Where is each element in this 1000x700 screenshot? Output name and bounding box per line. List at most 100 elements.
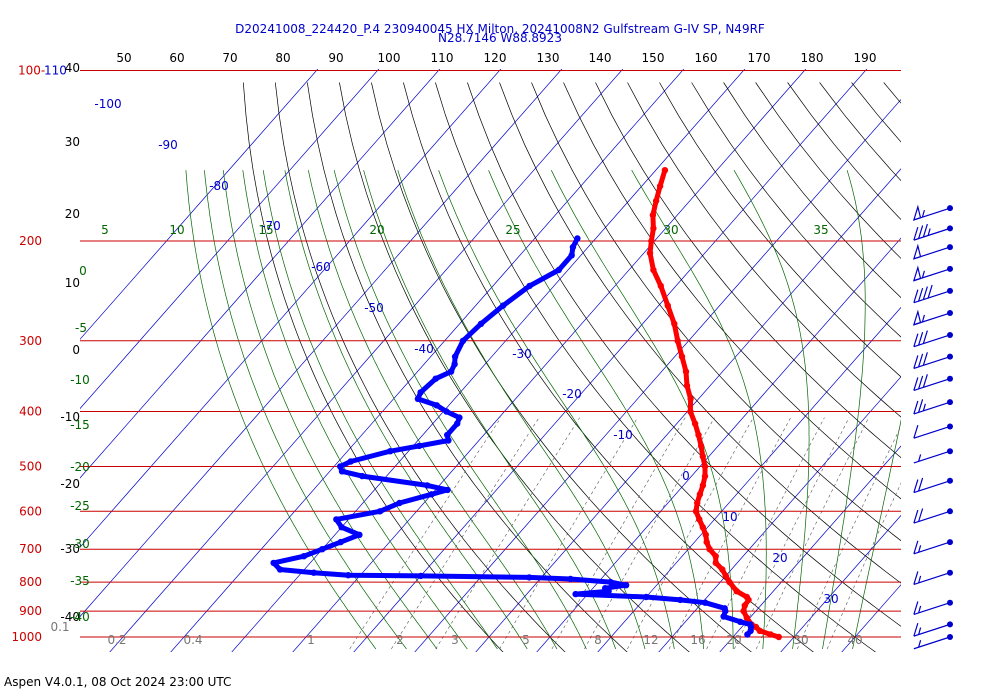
wind-barb-full: [918, 375, 924, 390]
wind-barb-staff: [913, 378, 951, 392]
temperature-profile-point: [696, 516, 703, 523]
dewpoint-profile-point: [333, 516, 340, 523]
moist-adiabat-line: [822, 170, 866, 650]
temperature-profile: [647, 167, 782, 640]
wind-barb-full: [918, 477, 924, 492]
wind-barb-staff: [913, 401, 951, 415]
dry-adiabat-line: [467, 82, 901, 627]
wind-barb: [912, 309, 951, 326]
dry-adiabat-line: [306, 82, 628, 652]
isotherm-label: -20: [562, 387, 582, 401]
wind-barb-staff: [913, 541, 951, 555]
wind-barb-full: [913, 571, 919, 585]
dewpoint-profile-point: [459, 337, 467, 344]
mixing-ratio-label: 20: [726, 633, 741, 647]
wind-barb-pennant: [912, 243, 922, 260]
temperature-profile-point: [674, 337, 681, 344]
moist-adiabat-label: 10: [169, 223, 184, 237]
dewpoint-profile-point: [569, 243, 577, 251]
wind-barb-full: [918, 287, 924, 302]
isotherm-line: [109, 69, 624, 652]
dewpoint-profile-point: [737, 618, 744, 625]
wind-barb-full: [918, 508, 924, 522]
wind-barb-staff: [913, 450, 951, 464]
isotherm-line: [80, 69, 502, 548]
wind-barb-full: [918, 225, 924, 239]
dewpoint-profile-point: [416, 442, 423, 450]
wind-barb-half: [918, 575, 922, 584]
dry-adiabat-line: [435, 82, 877, 652]
temperature-profile-point: [650, 266, 657, 274]
wind-barb: [912, 243, 951, 260]
wind-barb-staff: [913, 334, 951, 348]
wind-barb-pennant: [912, 309, 922, 326]
temperature-profile-point: [699, 482, 707, 489]
wind-barb-half: [918, 605, 922, 614]
dewpoint-profile-point: [445, 437, 452, 444]
dewpoint-profile-point: [555, 266, 562, 274]
wind-barb-half: [921, 270, 925, 279]
isotherm-line: [841, 584, 901, 652]
temperature-profile-point: [697, 442, 705, 450]
pressure-label: 500: [19, 459, 42, 473]
temperature-profile-point: [652, 197, 660, 205]
temperature-profile-point: [661, 167, 669, 174]
moist-adiabat-label: -30: [70, 537, 90, 551]
wind-barb-pennant: [912, 265, 922, 282]
wind-barb-full: [913, 622, 919, 637]
top-tick-label: 60: [169, 51, 184, 65]
temperature-profile-point: [678, 353, 686, 360]
wind-barb-staff: [913, 425, 951, 439]
isotherm-label: -100: [94, 97, 121, 111]
temperature-profile-point: [664, 302, 671, 309]
isotherm-line: [960, 58, 1000, 656]
temperature-profile-point: [775, 633, 782, 641]
temperature-profile-point: [694, 499, 701, 507]
wind-barb: [913, 374, 951, 392]
dewpoint-profile-point: [526, 574, 533, 581]
dewpoint-profile-point: [643, 593, 650, 601]
moist-adiabat-label: 20: [369, 223, 384, 237]
isotherm-line: [780, 514, 901, 652]
isotherm-label: 0: [682, 469, 690, 483]
wind-barb-full: [913, 355, 919, 369]
temperature-profile-point: [682, 368, 690, 375]
top-tick-label: 110: [431, 51, 454, 65]
moist-adiabat-label: -20: [70, 460, 90, 474]
dewpoint-profile-point: [720, 613, 727, 620]
mixing-ratio-line: [349, 417, 502, 650]
left-tick-label: -20: [60, 477, 80, 491]
dry-adiabat-line: [916, 83, 1000, 656]
wind-barb: [913, 508, 951, 524]
dewpoint-profile-point: [677, 596, 684, 604]
dewpoint-profile-point: [526, 282, 533, 290]
isotherm-label: -90: [158, 138, 178, 152]
isotherm-label: 10: [722, 510, 737, 524]
dewpoint-profile-point: [338, 468, 346, 475]
mixing-ratio-line: [584, 417, 715, 650]
dry-adiabat-line: [627, 82, 901, 418]
wind-barb-full: [913, 601, 919, 615]
wind-barb-half: [921, 209, 925, 218]
wind-barb-half: [918, 627, 922, 635]
dewpoint-profile-point: [376, 508, 384, 515]
mixing-ratio-label: 3: [451, 633, 459, 647]
wind-barb-staff: [913, 602, 951, 616]
pressure-label: 800: [19, 575, 42, 589]
dry-adiabat-line: [595, 82, 901, 459]
temperature-profile-point: [649, 211, 657, 219]
left-tick-label: 30: [65, 135, 80, 149]
pressure-label: 1000: [11, 630, 42, 644]
isotherm-label: 30: [823, 592, 838, 606]
temperature-profile-point: [741, 602, 748, 609]
temperature-profile-point: [692, 508, 700, 515]
footer-version-time: Aspen V4.0.1, 08 Oct 2024 23:00 UTC: [4, 675, 232, 689]
wind-barb-full: [922, 352, 928, 366]
temperature-profile-point: [703, 538, 710, 546]
dewpoint-profile-point: [428, 491, 435, 498]
dry-adiabat-line: [531, 82, 901, 542]
dewpoint-profile-point: [444, 486, 451, 494]
wind-barb: [913, 223, 951, 241]
mixing-ratio-line: [391, 417, 540, 650]
mixing-ratio-label: 0.4: [183, 633, 202, 647]
